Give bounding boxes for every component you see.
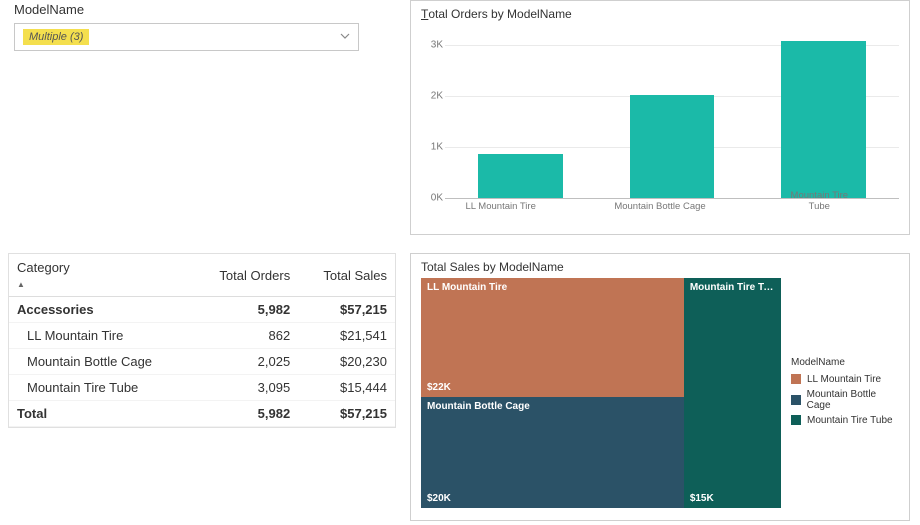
y-axis-label: 0K (421, 193, 443, 204)
slicer-dropdown[interactable]: Multiple (3) (14, 23, 359, 51)
legend-item[interactable]: Mountain Tire Tube (791, 415, 899, 426)
treemap-rect[interactable]: Mountain Bottle Cage $20K (421, 397, 684, 508)
bar-chart-plot[interactable]: 0K 1K 2K 3K LL Mountain Tire Mountain Bottle … (421, 25, 899, 210)
treemap-legend: ModelName LL Mountain Tire Mountain Bottl… (781, 278, 899, 508)
table-header-row: Category▲ Total Orders Total Sales (9, 254, 395, 297)
legend-swatch-icon (791, 374, 801, 384)
bar[interactable] (781, 41, 866, 198)
legend-item[interactable]: LL Mountain Tire (791, 374, 899, 385)
y-axis-label: 2K (421, 91, 443, 102)
table-row[interactable]: LL Mountain Tire862$21,541 (9, 323, 395, 349)
x-axis-label: LL Mountain Tire (465, 201, 535, 212)
legend-title: ModelName (791, 357, 899, 368)
chart-title: Total Orders by ModelName (421, 7, 899, 21)
treemap-plot[interactable]: LL Mountain Tire $22K Mountain Bottle Cage… (421, 278, 781, 508)
legend-swatch-icon (791, 395, 801, 405)
bar[interactable] (478, 154, 563, 198)
legend-label: Mountain Tire Tube (807, 415, 893, 426)
x-axis-label: Mountain Tire Tube (779, 190, 859, 212)
treemap-title: Total Sales by ModelName (421, 260, 899, 274)
col-total-sales[interactable]: Total Sales (298, 254, 395, 297)
bar[interactable] (630, 95, 715, 198)
table-subtotal-row[interactable]: Accessories5,982$57,215 (9, 297, 395, 323)
legend-item[interactable]: Mountain Bottle Cage (791, 389, 899, 411)
legend-label: Mountain Bottle Cage (807, 389, 899, 411)
sort-asc-icon: ▲ (17, 280, 25, 289)
treemap-rect[interactable]: LL Mountain Tire $22K (421, 278, 684, 397)
treemap-rect-label: Mountain Bottle Cage (427, 401, 678, 412)
table-row[interactable]: Mountain Bottle Cage2,025$20,230 (9, 349, 395, 375)
legend-label: LL Mountain Tire (807, 374, 881, 385)
col-category[interactable]: Category▲ (9, 254, 193, 297)
y-axis-label: 1K (421, 142, 443, 153)
y-axis-label: 3K (421, 40, 443, 51)
total-orders-bar-chart: Total Orders by ModelName 0K 1K 2K 3K LL Mou… (410, 0, 910, 235)
slicer-selection-chip: Multiple (3) (23, 29, 89, 45)
slicer-title: ModelName (14, 2, 359, 17)
x-axis-label: Mountain Bottle Cage (614, 201, 705, 212)
table-row[interactable]: Mountain Tire Tube3,095$15,444 (9, 375, 395, 401)
legend-swatch-icon (791, 415, 801, 425)
category-matrix-table: Category▲ Total Orders Total Sales Acces… (8, 253, 396, 428)
model-name-slicer: ModelName Multiple (3) (14, 2, 359, 51)
col-total-orders[interactable]: Total Orders (193, 254, 299, 297)
table-grand-total-row[interactable]: Total5,982$57,215 (9, 401, 395, 427)
treemap-rect[interactable]: Mountain Tire Tube $15K (684, 278, 781, 508)
total-sales-treemap: Total Sales by ModelName LL Mountain Tir… (410, 253, 910, 521)
treemap-rect-value: $15K (690, 493, 714, 504)
chevron-down-icon (340, 30, 350, 44)
treemap-rect-value: $20K (427, 493, 451, 504)
treemap-rect-label: Mountain Tire Tube (690, 282, 775, 293)
treemap-rect-label: LL Mountain Tire (427, 282, 678, 293)
treemap-rect-value: $22K (427, 382, 451, 393)
